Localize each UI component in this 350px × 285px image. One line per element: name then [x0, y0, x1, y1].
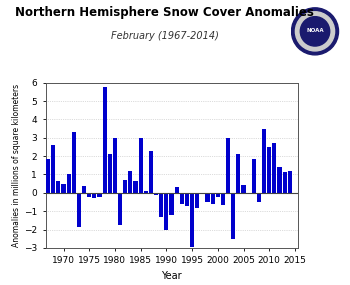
Bar [97, 193, 102, 197]
Bar [164, 193, 168, 230]
Bar [46, 159, 50, 193]
Bar [169, 193, 174, 215]
Bar [278, 167, 281, 193]
Bar [180, 193, 184, 204]
Bar [159, 193, 163, 217]
Bar [175, 187, 179, 193]
Bar [190, 193, 194, 247]
Text: NOAA: NOAA [306, 28, 324, 33]
Bar [77, 193, 81, 227]
Bar [139, 138, 143, 193]
Bar [123, 180, 127, 193]
Bar [72, 132, 76, 193]
Circle shape [292, 8, 338, 55]
Bar [118, 193, 122, 225]
Bar [154, 193, 158, 195]
Bar [262, 129, 266, 193]
Bar [226, 138, 230, 193]
Bar [62, 184, 65, 193]
Bar [236, 154, 240, 193]
Bar [288, 171, 292, 193]
Bar [133, 181, 138, 193]
Bar [185, 193, 189, 206]
Bar [200, 193, 204, 194]
Bar [144, 191, 148, 193]
Bar [231, 193, 235, 239]
Bar [103, 87, 107, 193]
Circle shape [300, 17, 330, 46]
Bar [216, 193, 220, 197]
Bar [272, 143, 276, 193]
Bar [257, 193, 261, 202]
Bar [241, 185, 246, 193]
Bar [56, 181, 61, 193]
Bar [82, 186, 86, 193]
Circle shape [295, 12, 335, 51]
Bar [92, 193, 96, 198]
Bar [87, 193, 91, 198]
Bar [66, 174, 71, 193]
Bar [282, 172, 287, 193]
Bar [267, 147, 271, 193]
Bar [211, 193, 215, 204]
Bar [247, 193, 251, 194]
Bar [149, 150, 153, 193]
Y-axis label: Anomalies in millions of square kilometers: Anomalies in millions of square kilomete… [12, 84, 21, 247]
Text: Northern Hemisphere Snow Cover Anomalies: Northern Hemisphere Snow Cover Anomalies [15, 6, 314, 19]
Bar [108, 154, 112, 193]
Text: February (1967-2014): February (1967-2014) [111, 31, 218, 41]
Bar [252, 159, 256, 193]
Bar [51, 145, 55, 193]
Bar [195, 193, 199, 207]
Bar [221, 193, 225, 205]
X-axis label: Year: Year [161, 271, 182, 281]
Bar [128, 171, 132, 193]
Bar [205, 193, 210, 202]
Bar [113, 138, 117, 193]
